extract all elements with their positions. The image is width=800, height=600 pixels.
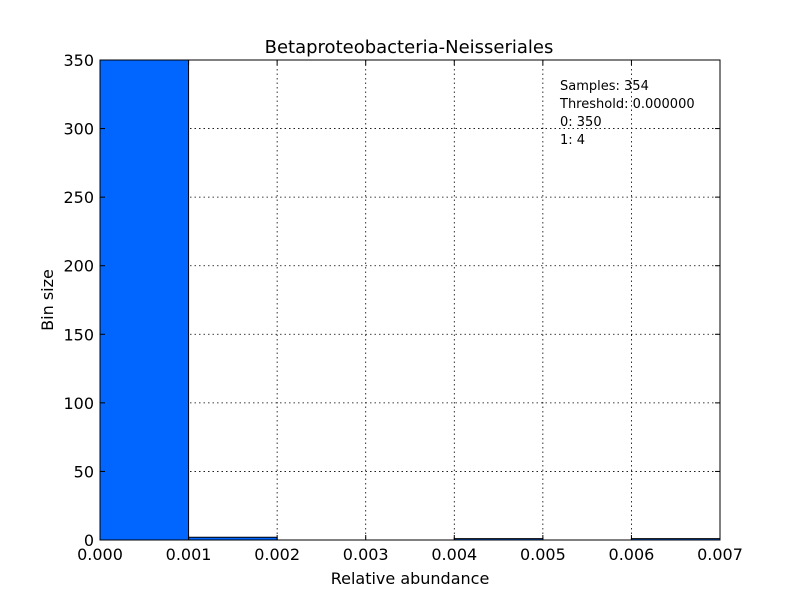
annotation-line-2: 0: 350 [560, 115, 602, 130]
grid-lines [99, 59, 721, 541]
x-tick-label-0: 0.000 [77, 545, 123, 564]
y-tick-label-5: 250 [63, 188, 94, 207]
y-axis-label: Bin size [38, 269, 57, 331]
y-tick-label-4: 200 [63, 257, 94, 276]
plot-frame [99, 59, 721, 541]
x-tick-label-5: 0.005 [520, 545, 566, 564]
x-tick-label-4: 0.004 [431, 545, 477, 564]
x-tick-label-6: 0.006 [609, 545, 655, 564]
x-tick-label-3: 0.003 [343, 545, 389, 564]
y-tick-label-2: 100 [63, 394, 94, 413]
x-tick-label-2: 0.002 [254, 545, 300, 564]
y-tick-label-6: 300 [63, 120, 94, 139]
histogram-bar-0 [99, 59, 190, 541]
axis-ticks: 0.000 0.001 0.002 0.003 0.004 0.005 0.006 0.007… [63, 51, 742, 564]
chart-title: Betaproteobacteria-Neisseriales [265, 37, 554, 58]
y-tick-label-7: 350 [63, 51, 94, 70]
x-axis-label: Relative abundance [331, 569, 490, 588]
bars-group [99, 59, 721, 541]
y-tick-label-0: 0 [84, 531, 94, 550]
y-tick-label-3: 150 [63, 325, 94, 344]
x-tick-label-7: 0.007 [697, 545, 743, 564]
annotation-line-0: Samples: 354 [560, 79, 649, 94]
x-tick-label-1: 0.001 [166, 545, 212, 564]
annotation-line-1: Threshold: 0.000000 [559, 97, 695, 112]
annotation-line-3: 1: 4 [560, 133, 585, 148]
annotation-box: Samples: 354 Threshold: 0.000000 0: 350 1: … [559, 79, 695, 148]
y-tick-label-1: 50 [74, 462, 94, 481]
